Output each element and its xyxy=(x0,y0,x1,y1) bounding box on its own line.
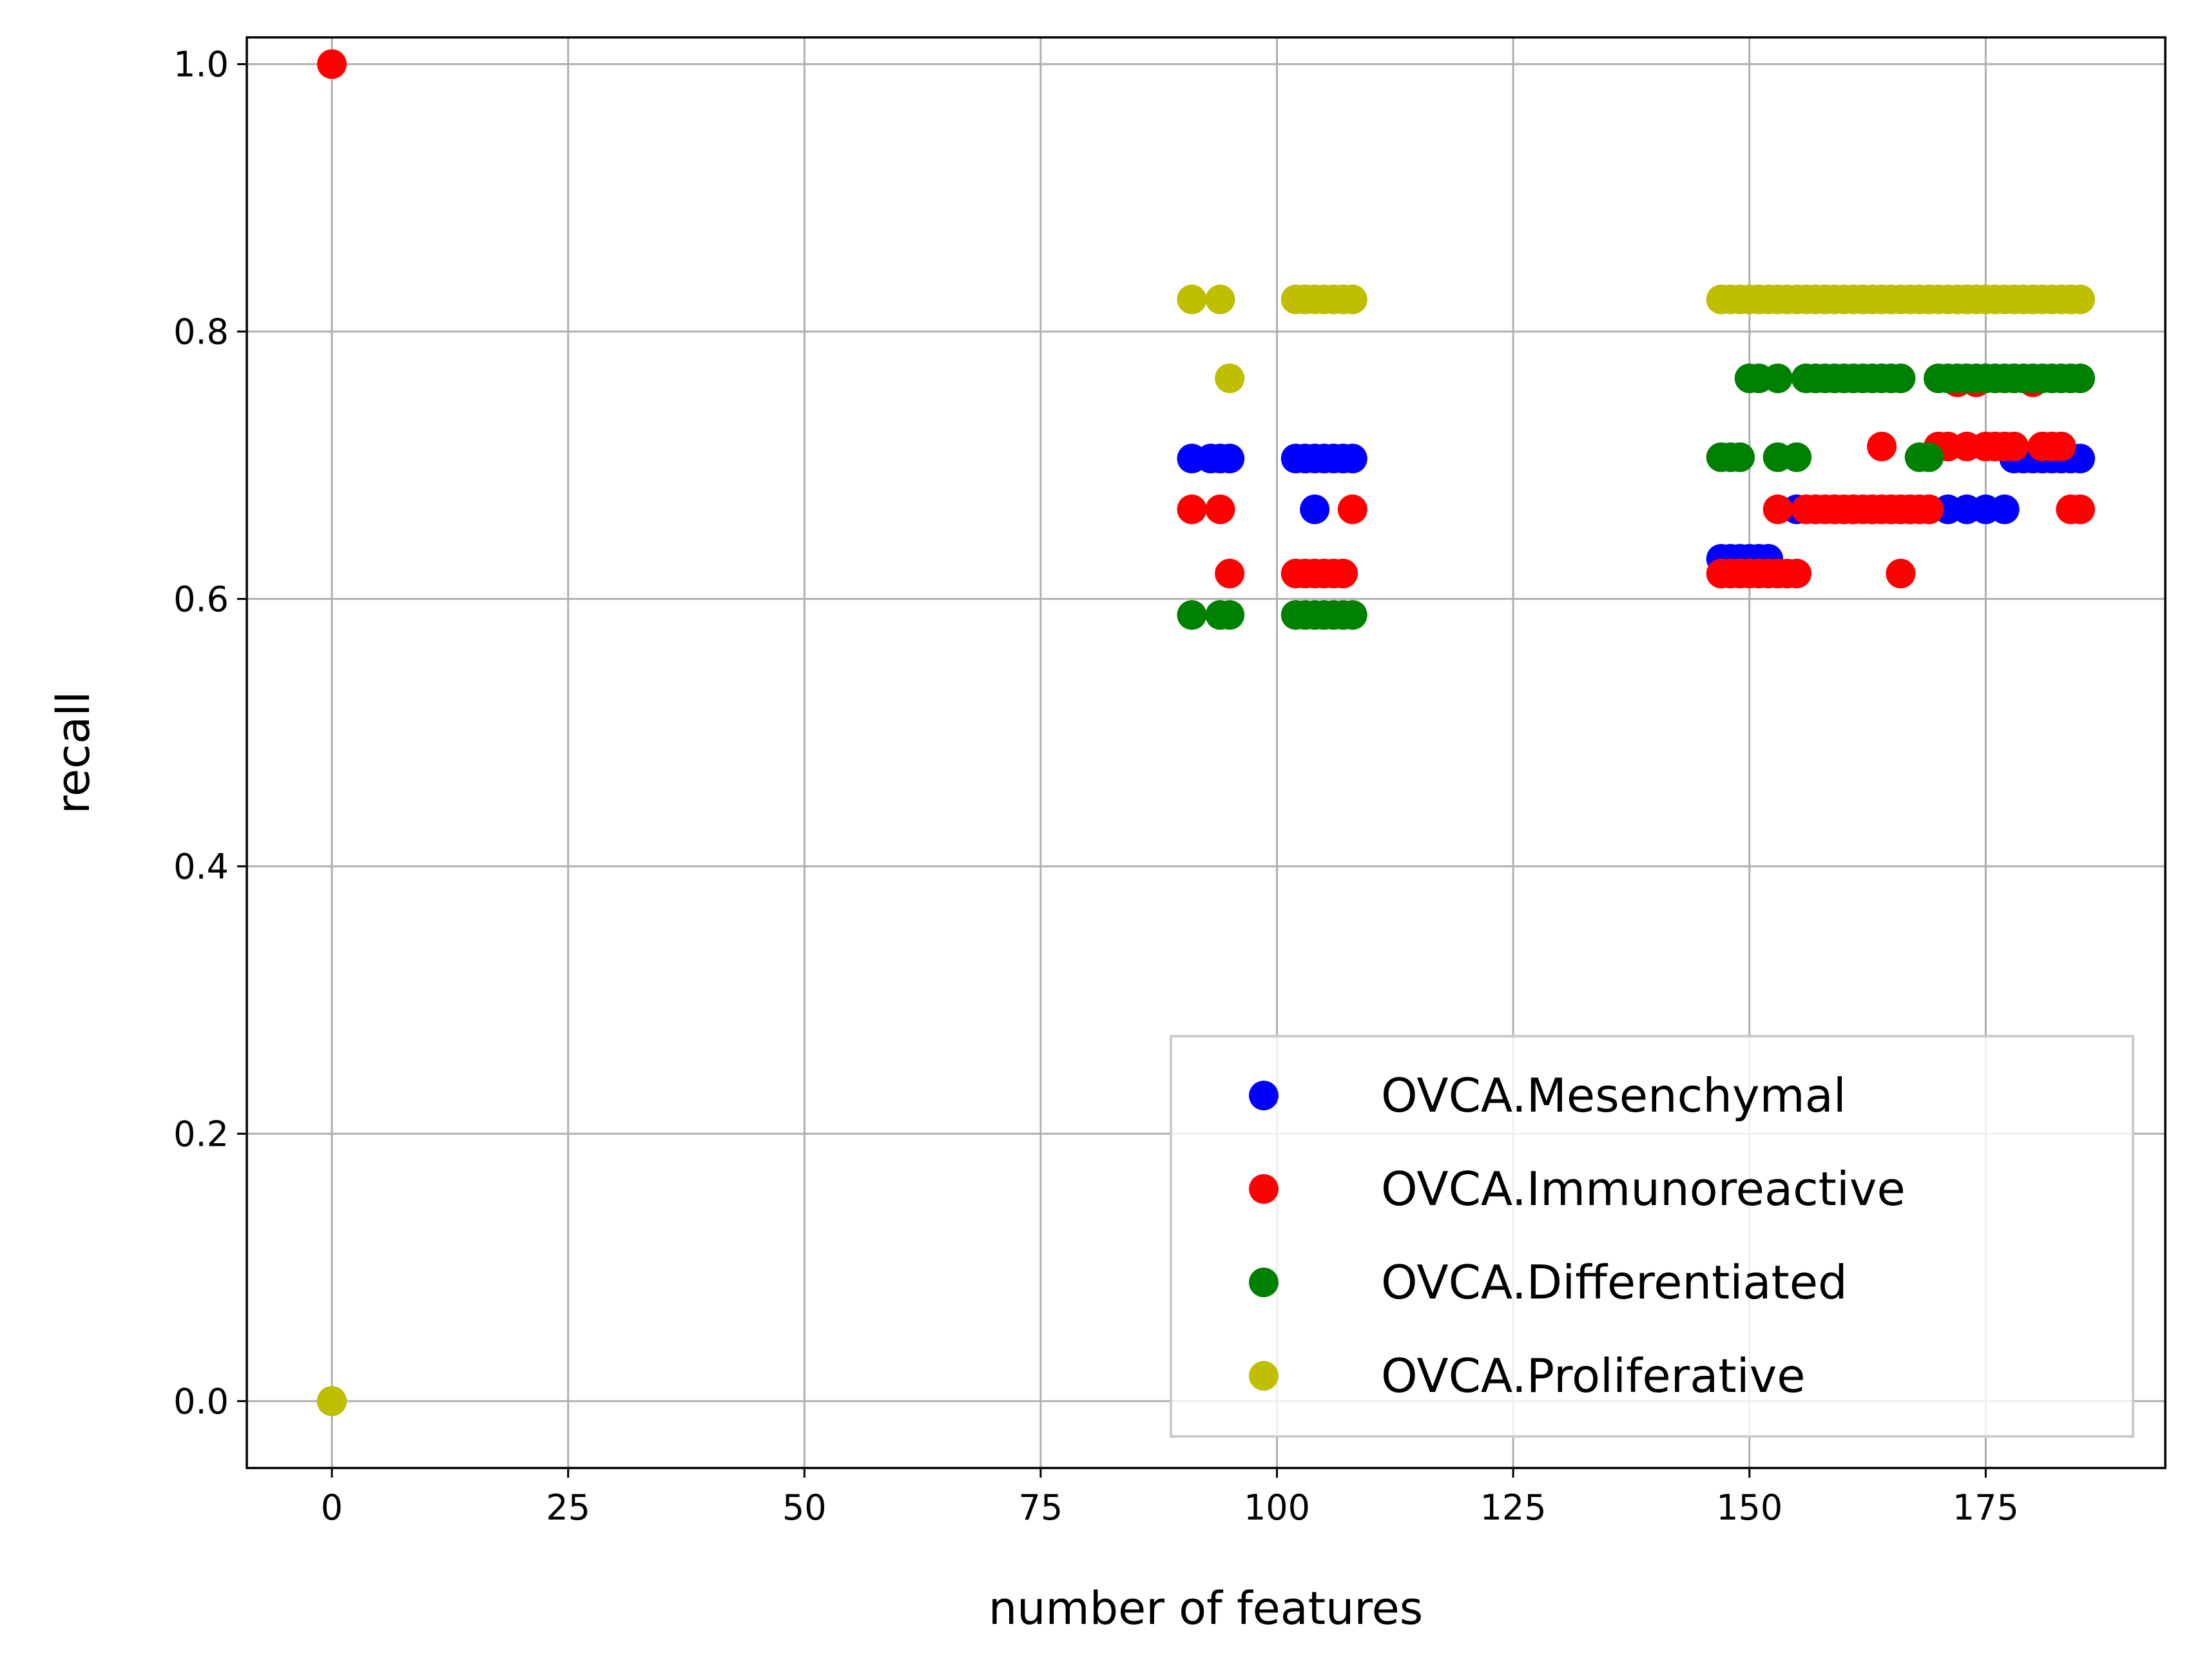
data-point xyxy=(1328,558,1358,588)
legend-marker xyxy=(1249,1081,1279,1110)
legend-marker xyxy=(1249,1174,1279,1204)
data-point xyxy=(1177,494,1207,525)
data-point xyxy=(1725,442,1755,472)
y-tick-label: 0.8 xyxy=(173,311,229,352)
x-tick-label: 50 xyxy=(782,1487,827,1528)
data-point xyxy=(1989,494,2020,525)
data-point xyxy=(2065,284,2096,314)
data-point xyxy=(1177,600,1207,630)
data-point xyxy=(1177,284,1207,314)
data-point xyxy=(316,49,347,79)
series-ovca-proliferative xyxy=(316,284,2096,1416)
y-tick-label: 0.0 xyxy=(173,1381,229,1422)
data-point xyxy=(1215,558,1245,588)
data-point xyxy=(1337,443,1367,474)
x-tick-label: 25 xyxy=(546,1487,590,1528)
legend-label: OVCA.Proliferative xyxy=(1381,1349,1806,1403)
data-point xyxy=(1886,363,1916,394)
data-point xyxy=(1300,494,1330,525)
axis-ticks: 0 25 50 75 100 125 150 175 0.0 0.2 0.4 0.6 0.8 1.0 xyxy=(173,44,2019,1528)
x-tick-label: 175 xyxy=(1953,1487,2019,1528)
data-point xyxy=(2046,431,2076,461)
y-axis-label: recall xyxy=(47,691,100,815)
legend-label: OVCA.Differentiated xyxy=(1381,1255,1848,1309)
data-point xyxy=(1205,284,1235,314)
x-tick-label: 75 xyxy=(1019,1487,1063,1528)
data-point xyxy=(316,1386,347,1416)
data-point xyxy=(1782,558,1812,588)
data-point xyxy=(1763,363,1793,394)
series-ovca-differentiated xyxy=(316,363,2096,1416)
legend-box xyxy=(1170,1035,2134,1438)
data-point xyxy=(1867,431,1897,461)
x-tick-label: 100 xyxy=(1244,1487,1310,1528)
y-tick-label: 0.4 xyxy=(173,846,229,887)
y-tick-label: 1.0 xyxy=(173,44,229,84)
x-tick-label: 125 xyxy=(1480,1487,1547,1528)
x-axis-label: number of features xyxy=(989,1582,1423,1635)
data-point xyxy=(1914,442,1944,472)
data-point xyxy=(1337,600,1367,630)
x-tick-label: 150 xyxy=(1716,1487,1782,1528)
data-point xyxy=(2065,363,2096,394)
data-point xyxy=(1886,558,1916,588)
data-point xyxy=(1999,431,2029,461)
plot-frame xyxy=(246,36,2167,1469)
x-tick-label: 0 xyxy=(321,1487,343,1528)
data-point xyxy=(1782,442,1812,472)
y-tick-label: 0.2 xyxy=(173,1114,229,1154)
legend-marker xyxy=(1249,1268,1279,1297)
data-point xyxy=(1763,494,1793,525)
data-point xyxy=(1337,284,1367,314)
data-point xyxy=(1215,443,1245,474)
data-point xyxy=(1337,494,1367,525)
data-point xyxy=(1215,363,1245,394)
data-point xyxy=(1914,494,1944,525)
legend-label: OVCA.Mesenchymal xyxy=(1381,1068,1846,1123)
legend: OVCA.Mesenchymal OVCA.Immunoreactive OVCA.… xyxy=(1170,1035,2134,1438)
data-point xyxy=(1215,600,1245,630)
legend-label: OVCA.Immunoreactive xyxy=(1381,1162,1906,1216)
data-point xyxy=(2065,494,2096,525)
series-ovca-immunoreactive xyxy=(316,49,2096,588)
data-points xyxy=(316,49,2096,1416)
legend-marker xyxy=(1249,1361,1279,1391)
y-tick-label: 0.6 xyxy=(173,579,229,619)
data-point xyxy=(1205,494,1235,525)
